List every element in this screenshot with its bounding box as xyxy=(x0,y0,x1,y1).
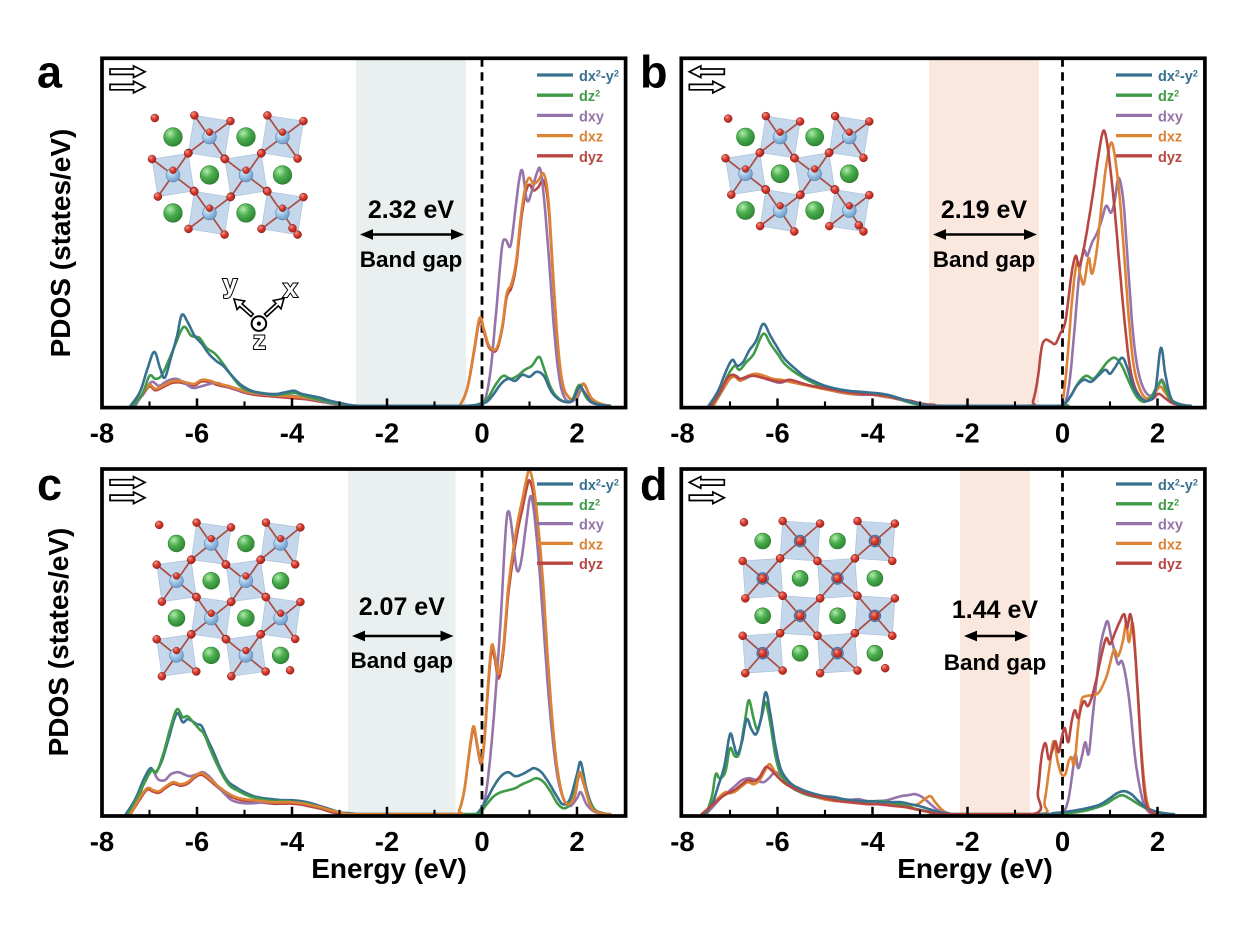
svg-text:-2: -2 xyxy=(955,418,979,449)
svg-text:-6: -6 xyxy=(185,826,209,857)
svg-text:2: 2 xyxy=(569,418,584,449)
svg-text:2: 2 xyxy=(1150,826,1165,857)
svg-text:0: 0 xyxy=(1055,418,1070,449)
svg-text:dx2-y2: dx2-y2 xyxy=(579,478,619,495)
svg-text:dz2: dz2 xyxy=(1158,497,1179,514)
svg-text:Band gap: Band gap xyxy=(944,650,1047,675)
svg-text:dyz: dyz xyxy=(1158,557,1182,573)
svg-text:c: c xyxy=(37,459,62,510)
svg-text:Band gap: Band gap xyxy=(933,247,1036,272)
svg-text:b: b xyxy=(640,47,668,98)
svg-text:y: y xyxy=(223,269,238,299)
svg-text:0: 0 xyxy=(474,826,489,857)
svg-text:dxy: dxy xyxy=(579,109,604,125)
svg-text:2.19 eV: 2.19 eV xyxy=(941,196,1028,224)
svg-text:dxy: dxy xyxy=(579,518,604,534)
svg-text:0: 0 xyxy=(1055,826,1070,857)
svg-text:x: x xyxy=(283,273,298,303)
svg-text:dz2: dz2 xyxy=(579,497,600,514)
svg-text:-2: -2 xyxy=(375,418,399,449)
svg-text:-8: -8 xyxy=(90,826,114,857)
svg-text:Energy (eV): Energy (eV) xyxy=(897,853,1053,884)
svg-text:-4: -4 xyxy=(860,418,885,449)
svg-text:d: d xyxy=(640,459,668,510)
svg-text:dz2: dz2 xyxy=(1158,89,1179,106)
svg-text:PDOS (states/eV): PDOS (states/eV) xyxy=(43,528,74,757)
svg-text:-2: -2 xyxy=(955,826,979,857)
svg-text:-4: -4 xyxy=(860,826,885,857)
svg-text:dxz: dxz xyxy=(1158,537,1182,553)
svg-text:-4: -4 xyxy=(280,826,305,857)
svg-text:dxy: dxy xyxy=(1158,518,1183,534)
svg-text:Band gap: Band gap xyxy=(360,247,463,272)
svg-text:PDOS (states/eV): PDOS (states/eV) xyxy=(45,129,76,358)
svg-text:dyz: dyz xyxy=(1158,150,1182,166)
svg-text:2.32 eV: 2.32 eV xyxy=(368,196,455,224)
svg-text:-2: -2 xyxy=(375,826,399,857)
svg-text:dx2-y2: dx2-y2 xyxy=(579,69,619,86)
svg-text:0: 0 xyxy=(474,418,489,449)
svg-text:dz2: dz2 xyxy=(579,89,600,106)
svg-text:-4: -4 xyxy=(280,418,305,449)
svg-text:z: z xyxy=(253,325,266,355)
svg-text:dx2-y2: dx2-y2 xyxy=(1158,478,1198,495)
svg-text:dxz: dxz xyxy=(579,537,603,553)
svg-text:-6: -6 xyxy=(765,418,789,449)
svg-text:-6: -6 xyxy=(765,826,789,857)
svg-text:-8: -8 xyxy=(670,826,694,857)
svg-text:-6: -6 xyxy=(185,418,209,449)
svg-text:Energy (eV): Energy (eV) xyxy=(311,853,467,884)
svg-text:2: 2 xyxy=(569,826,584,857)
svg-text:-8: -8 xyxy=(90,418,114,449)
svg-text:dyz: dyz xyxy=(579,150,603,166)
svg-text:dxz: dxz xyxy=(1158,130,1182,146)
svg-text:2.07 eV: 2.07 eV xyxy=(359,593,446,621)
svg-text:dx2-y2: dx2-y2 xyxy=(1158,69,1198,86)
svg-text:dyz: dyz xyxy=(579,557,603,573)
svg-text:dxz: dxz xyxy=(579,130,603,146)
svg-text:1.44 eV: 1.44 eV xyxy=(952,596,1039,624)
svg-text:a: a xyxy=(37,47,63,98)
svg-text:dxy: dxy xyxy=(1158,109,1183,125)
svg-text:2: 2 xyxy=(1150,418,1165,449)
svg-text:-8: -8 xyxy=(670,418,694,449)
svg-text:Band gap: Band gap xyxy=(351,648,454,673)
